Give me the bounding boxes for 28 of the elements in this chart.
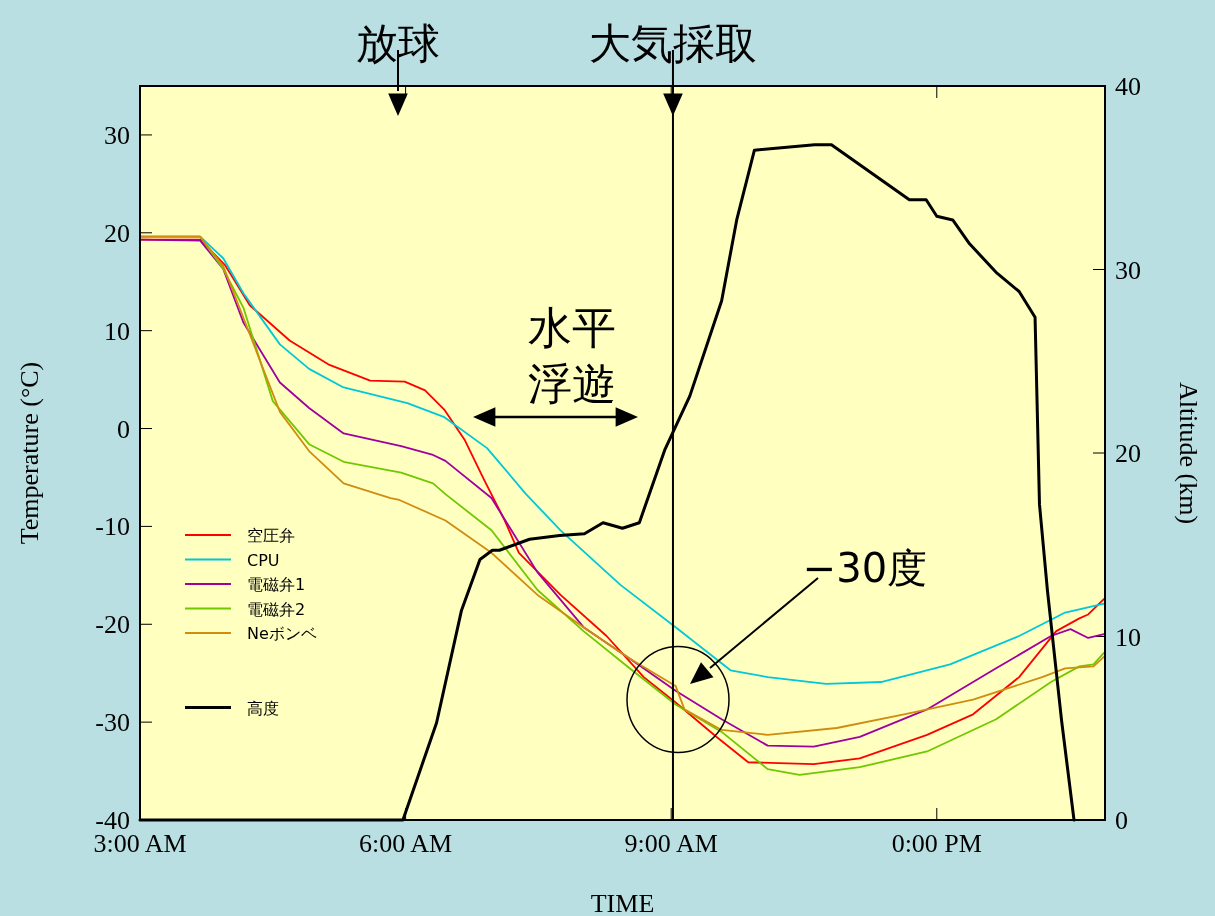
y-tick-label: 20: [104, 218, 130, 248]
y2-tick-label: 20: [1115, 439, 1141, 468]
y2-tick-label: 10: [1115, 622, 1141, 652]
y-tick-label: -10: [95, 512, 130, 542]
legend-label: 電磁弁1: [247, 575, 306, 594]
legend-label: CPU: [247, 550, 280, 570]
annotation: 水平浮遊: [528, 302, 616, 409]
legend-label: 空圧弁: [247, 526, 295, 545]
x-tick-label: 0:00 PM: [891, 829, 982, 858]
ref-line-label: 大気採取: [588, 19, 757, 68]
y-axis-title: Temperature (°C): [15, 361, 44, 545]
x-tick-label: 9:00 AM: [624, 829, 718, 858]
text: 放球: [356, 19, 440, 68]
y-tick-label: -30: [95, 708, 130, 738]
y-tick-label: 30: [104, 120, 130, 150]
y2-tick-label: 0: [1115, 806, 1128, 835]
y-tick-label: 0: [117, 414, 130, 444]
legend-label: Neボンベ: [247, 624, 317, 643]
y-tick-label: -20: [95, 610, 130, 640]
y2-tick-label: 40: [1115, 72, 1141, 101]
legend-label: 高度: [247, 698, 279, 718]
y2-axis-title: Altitude (km): [1174, 381, 1203, 525]
x-axis-title: TIME: [590, 889, 655, 916]
x-tick-label: 6:00 AM: [359, 829, 453, 858]
legend-label: 電磁弁2: [247, 599, 306, 619]
annotation: −30度: [802, 545, 928, 591]
y2-tick-label: 30: [1115, 255, 1141, 285]
y-tick-label: 10: [104, 316, 130, 346]
